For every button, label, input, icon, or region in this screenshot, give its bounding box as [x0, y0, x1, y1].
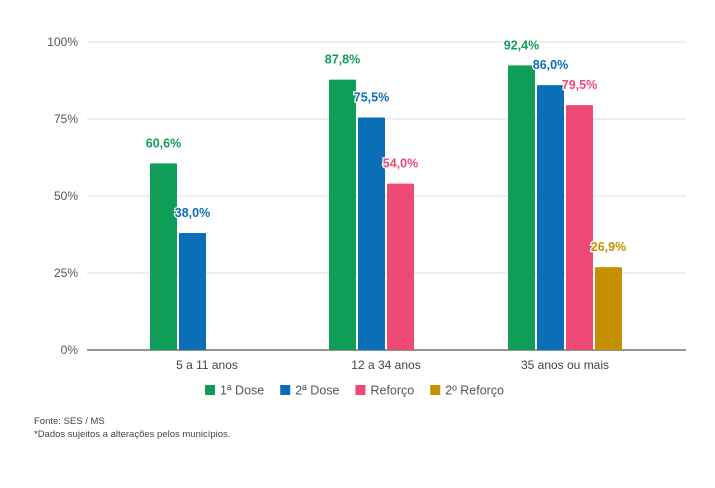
bar: [387, 183, 414, 350]
legend-swatch: [430, 385, 441, 395]
data-label: 54,0%: [383, 157, 418, 171]
bar: [566, 105, 593, 350]
x-tick-label: 35 anos ou mais: [521, 358, 609, 372]
x-tick-label: 5 a 11 anos: [176, 358, 238, 372]
y-tick-label: 50%: [54, 189, 78, 203]
source-note: Fonte: SES / MS: [34, 416, 105, 427]
bar: [595, 267, 622, 350]
data-label: 79,5%: [562, 78, 597, 92]
y-tick-label: 100%: [47, 35, 78, 49]
data-label: 38,0%: [175, 206, 210, 220]
data-label: 87,8%: [325, 53, 360, 67]
legend-swatch: [205, 385, 215, 395]
legend-swatch: [280, 385, 291, 395]
legend-label: Reforço: [370, 384, 414, 398]
bar: [329, 79, 356, 351]
data-label: 86,0%: [533, 58, 568, 72]
x-tick-label: 12 a 34 anos: [351, 358, 420, 372]
bar: [179, 232, 206, 350]
bar: [150, 163, 177, 350]
legend-swatch: [355, 385, 366, 395]
data-label: 60,6%: [146, 136, 181, 150]
bar: [508, 65, 535, 351]
legend-label: 2ª Dose: [295, 384, 339, 398]
data-label: 75,5%: [354, 90, 389, 104]
legend-label: 1ª Dose: [220, 384, 264, 398]
data-label: 26,9%: [591, 240, 626, 254]
y-tick-label: 0%: [61, 343, 79, 357]
y-tick-label: 75%: [54, 112, 78, 126]
disclaimer-note: *Dados sujeitos a alterações pelos munic…: [34, 429, 231, 440]
y-tick-label: 25%: [54, 266, 78, 280]
legend-label: 2º Reforço: [445, 384, 504, 398]
bar: [537, 85, 564, 351]
data-label: 92,4%: [504, 38, 539, 52]
bar: [358, 117, 385, 351]
